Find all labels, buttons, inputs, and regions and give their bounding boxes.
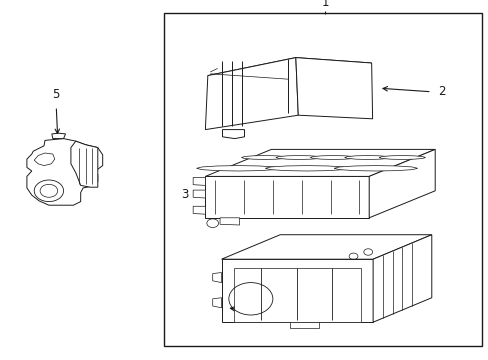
Polygon shape (222, 130, 244, 139)
Polygon shape (193, 177, 205, 185)
Polygon shape (220, 218, 239, 225)
Text: 4: 4 (261, 305, 268, 318)
Polygon shape (212, 298, 221, 308)
Polygon shape (207, 58, 371, 81)
Polygon shape (34, 153, 55, 166)
Polygon shape (309, 156, 356, 159)
Polygon shape (27, 139, 102, 205)
Polygon shape (333, 166, 417, 171)
Polygon shape (372, 235, 431, 322)
Polygon shape (52, 133, 65, 139)
Text: 2: 2 (437, 85, 444, 98)
Text: 1: 1 (321, 0, 328, 9)
Polygon shape (275, 156, 322, 159)
Polygon shape (205, 176, 368, 218)
Polygon shape (289, 322, 319, 328)
Polygon shape (193, 206, 205, 214)
Polygon shape (233, 268, 360, 322)
Polygon shape (221, 259, 372, 322)
Polygon shape (264, 166, 348, 171)
Text: 3: 3 (181, 188, 188, 201)
Polygon shape (193, 190, 205, 198)
Text: 5: 5 (52, 88, 60, 101)
Polygon shape (196, 166, 280, 171)
Polygon shape (344, 156, 390, 159)
Polygon shape (221, 235, 431, 259)
Polygon shape (212, 273, 221, 283)
Polygon shape (368, 149, 434, 218)
Polygon shape (205, 58, 298, 130)
Polygon shape (241, 156, 287, 159)
Polygon shape (71, 141, 98, 187)
Bar (163, 13, 481, 346)
Polygon shape (205, 149, 434, 176)
Polygon shape (378, 156, 425, 159)
Polygon shape (295, 58, 372, 119)
